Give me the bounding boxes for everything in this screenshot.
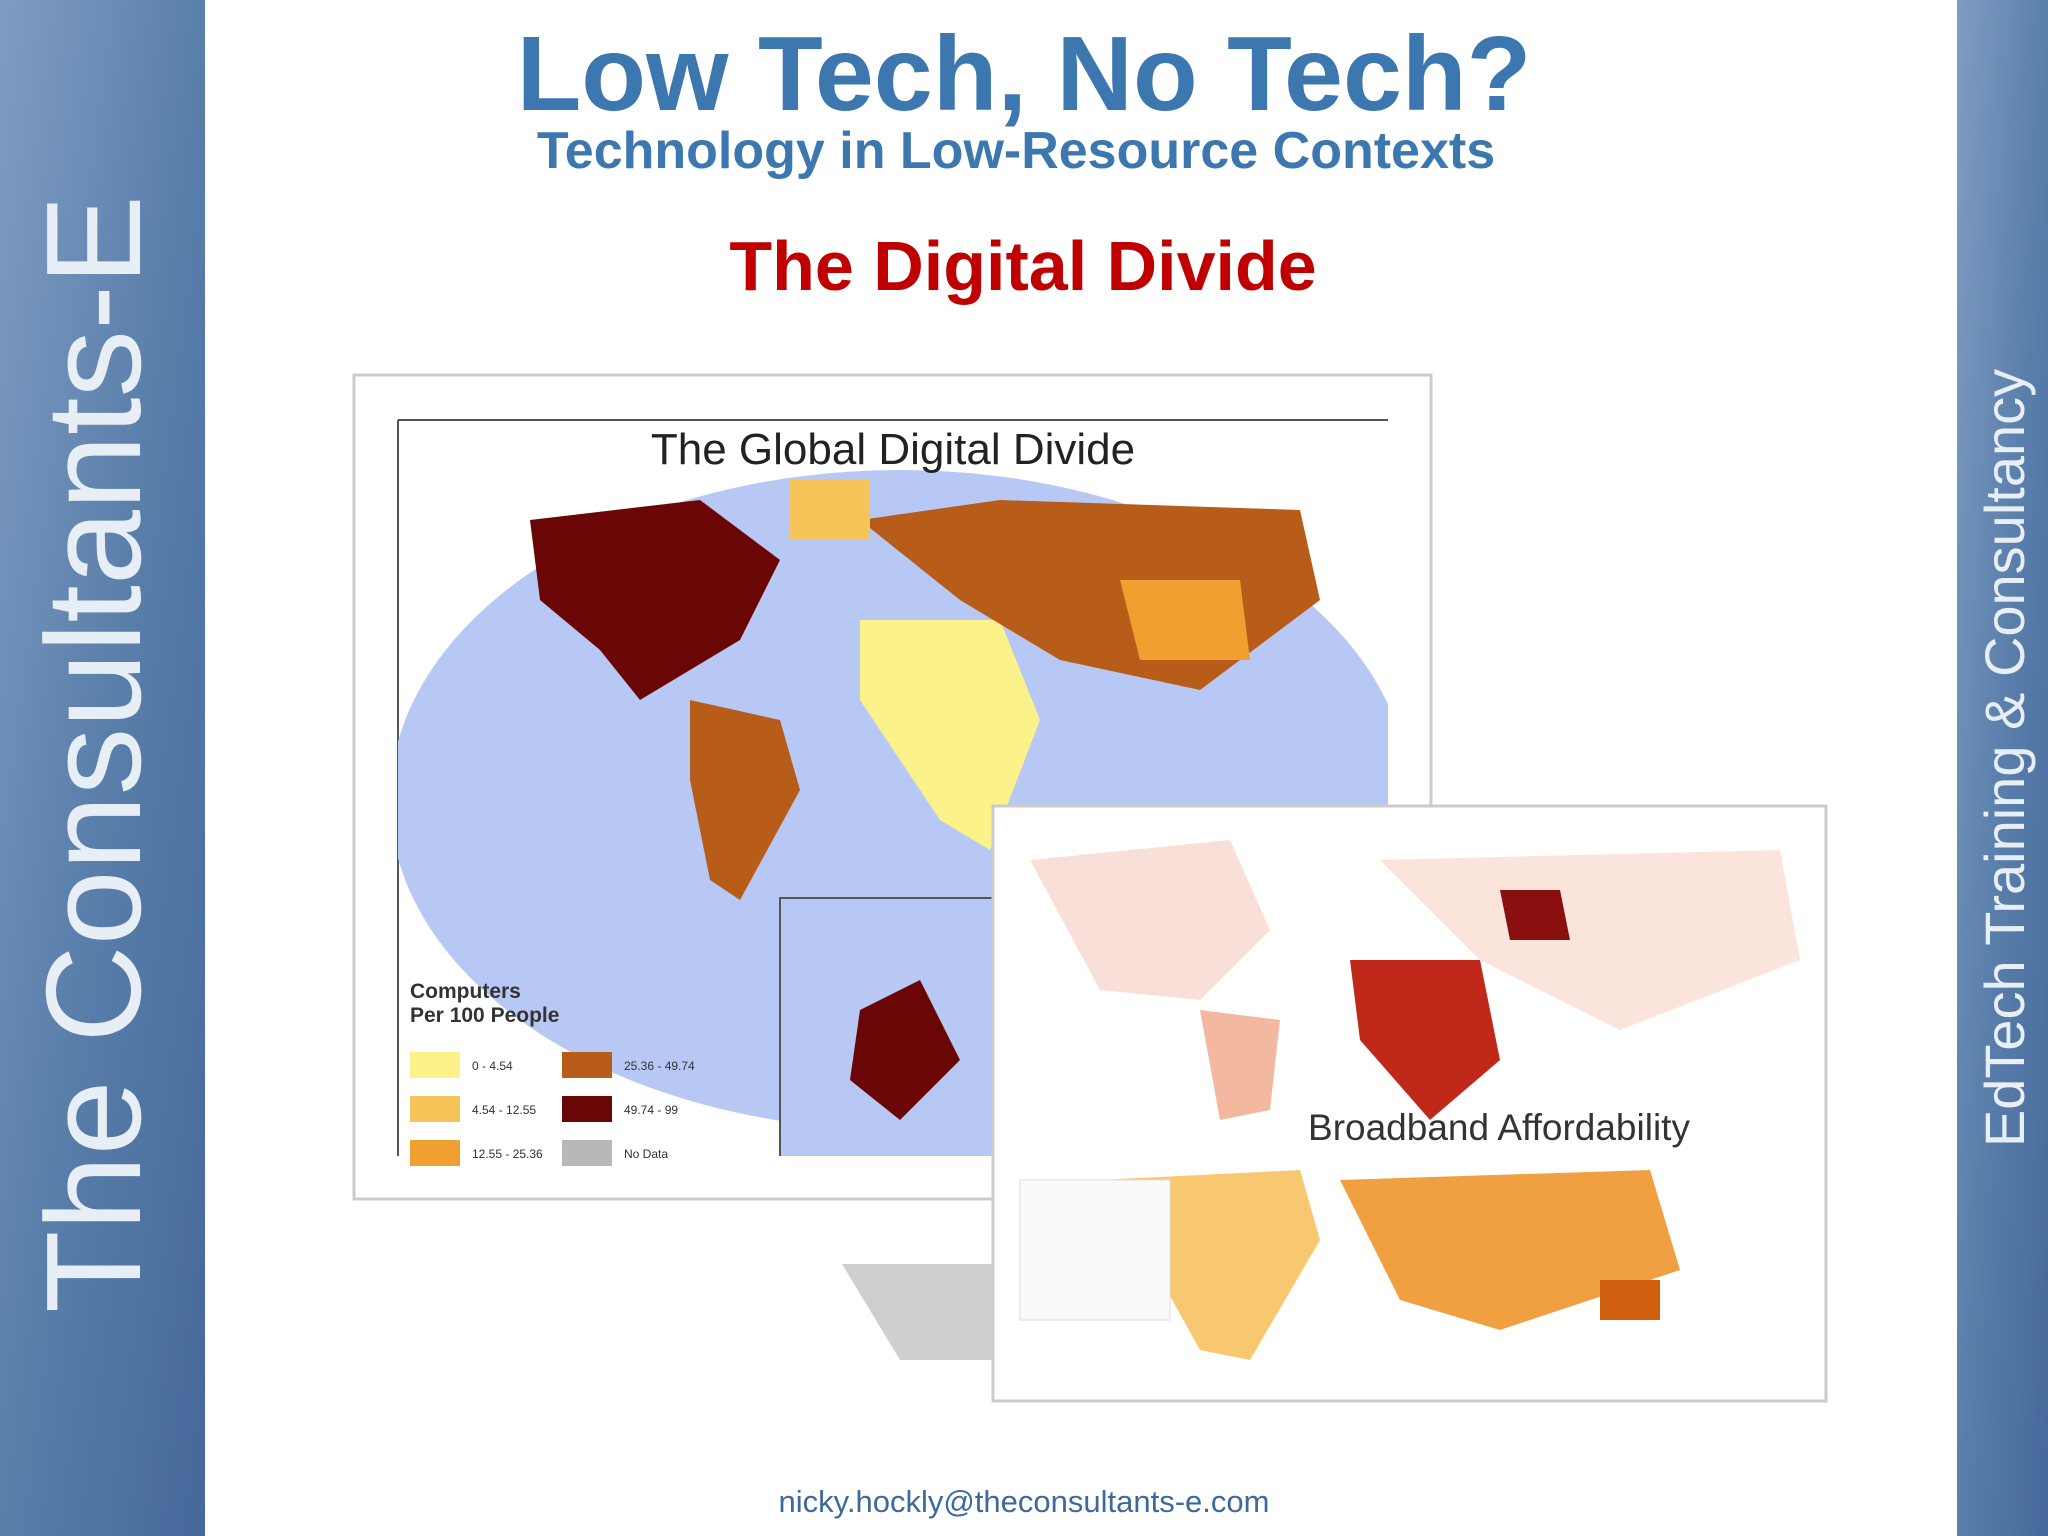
brand: The Consultants-E — [18, 195, 169, 1313]
legend-label: 4.54 - 12.55 — [472, 1103, 536, 1117]
inset-europe — [850, 980, 960, 1120]
footer-email: nicky.hockly@theconsultants-e.com — [779, 1484, 1270, 1519]
legend-title: Per 100 People — [410, 1004, 559, 1027]
region — [1350, 960, 1500, 1120]
region — [1500, 890, 1570, 940]
greenland — [790, 480, 870, 540]
region — [1340, 1170, 1680, 1330]
heading: The Digital Divide — [729, 227, 1316, 305]
legend-swatch — [410, 1140, 460, 1166]
map-title: Broadband Affordability — [1308, 1107, 1690, 1148]
region — [1030, 840, 1270, 1000]
tagline: EdTech Training & Consultancy — [1973, 369, 2036, 1147]
region — [1600, 1280, 1660, 1320]
region — [1380, 850, 1800, 1030]
north-america — [530, 500, 780, 700]
legend-swatch — [410, 1052, 460, 1078]
left-bar — [0, 0, 205, 1536]
region — [1200, 1010, 1280, 1120]
subtitle: Technology in Low-Resource Contexts — [537, 122, 1495, 180]
map-title: The Global Digital Divide — [651, 425, 1135, 474]
title: Low Tech, No Tech? — [517, 15, 1532, 133]
legend-label: 12.55 - 25.36 — [472, 1147, 543, 1161]
legend-swatch — [410, 1096, 460, 1122]
south-america — [690, 700, 800, 900]
right-bar — [1957, 0, 2048, 1536]
map-broadband-affordability: Broadband Affordability — [991, 804, 1828, 1403]
legend-swatch — [562, 1052, 612, 1078]
legend-title: Computers — [410, 980, 521, 1003]
legend-swatch — [562, 1096, 612, 1122]
legend: 0 - 4.54 4.54 - 12.55 12.55 - 25.36 25.36 -… — [410, 1052, 695, 1166]
china — [1120, 580, 1250, 660]
africa — [860, 620, 1040, 850]
shadow — [842, 1264, 993, 1360]
legend-swatch — [562, 1140, 612, 1166]
legend-label: 49.74 - 99 — [624, 1103, 678, 1117]
legend-label: No Data — [624, 1147, 668, 1161]
mini-chart — [1019, 1179, 1171, 1321]
legend-label: 25.36 - 49.74 — [624, 1059, 695, 1073]
legend-label: 0 - 4.54 — [472, 1059, 513, 1073]
